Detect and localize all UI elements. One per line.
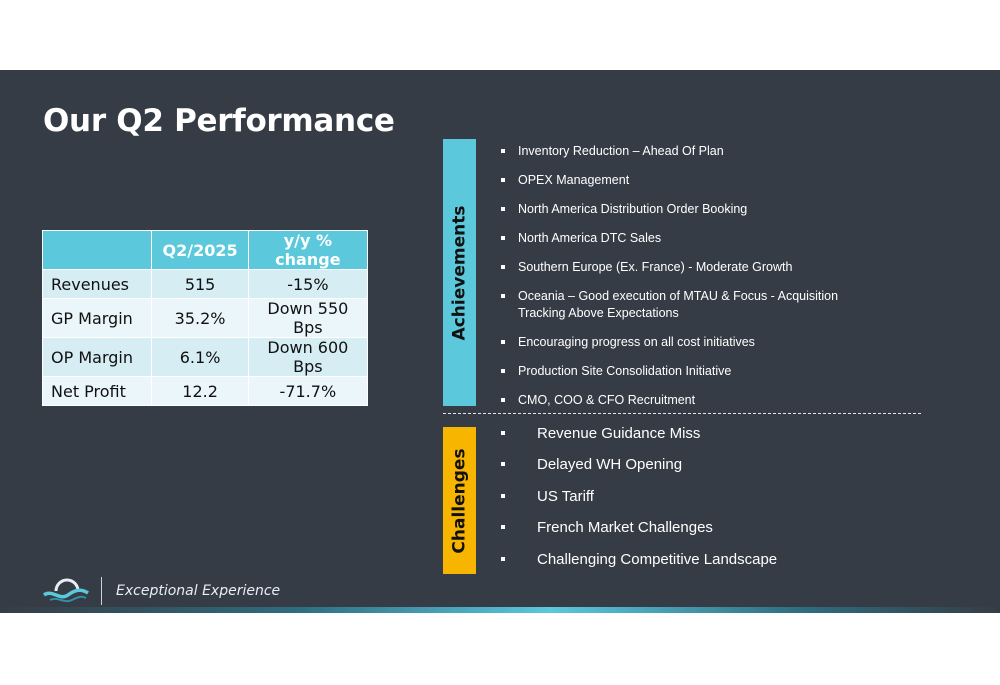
list-item-text: Encouraging progress on all cost initiat…	[518, 335, 755, 349]
list-item-text: Production Site Consolidation Initiative	[518, 364, 732, 378]
bullet-icon	[501, 207, 505, 211]
performance-table: Q2/2025 y/y % change Revenues 515 -15% G…	[41, 230, 369, 406]
table-cell: 12.2	[151, 376, 249, 406]
bullet-icon	[501, 398, 505, 402]
page-title: Our Q2 Performance	[43, 103, 395, 139]
challenges-label: Challenges	[449, 447, 470, 554]
section-divider	[443, 413, 921, 414]
list-item-text: CMO, COO & CFO Recruitment	[518, 393, 696, 407]
list-item-text: Delayed WH Opening	[537, 456, 683, 473]
list-item-text: North America DTC Sales	[518, 231, 662, 245]
list-item-text: US Tariff	[537, 488, 594, 505]
list-item-text: Oceania – Good execution of MTAU & Focus…	[518, 289, 839, 320]
list-item-text: French Market Challenges	[537, 519, 713, 536]
bullet-icon	[501, 178, 505, 182]
table-row: Net Profit 12.2 -71.7%	[41, 376, 369, 406]
table-cell: 35.2%	[151, 298, 249, 338]
list-item-text: Challenging Competitive Landscape	[537, 551, 778, 568]
list-item-text: North America Distribution Order Booking	[518, 202, 748, 216]
logo-separator	[101, 577, 102, 605]
achievements-label: Achievements	[449, 205, 470, 340]
table-cell: Down 600 Bps	[247, 337, 369, 377]
table-cell: Net Profit	[41, 376, 153, 406]
bullet-icon	[501, 494, 505, 498]
bullet-icon	[501, 294, 505, 298]
achievements-label-bar: Achievements	[443, 139, 476, 406]
table-row: OP Margin 6.1% Down 600 Bps	[41, 337, 369, 377]
bullet-icon	[501, 340, 505, 344]
table-cell: -15%	[247, 269, 369, 299]
list-item-text: Southern Europe (Ex. France) - Moderate …	[518, 260, 793, 274]
bullet-icon	[501, 149, 505, 153]
bullet-icon	[501, 431, 505, 435]
table-cell: Down 550 Bps	[247, 298, 369, 338]
bullet-icon	[501, 236, 505, 240]
bullet-icon	[501, 462, 505, 466]
bullet-icon	[501, 557, 505, 561]
table-cell: GP Margin	[41, 298, 153, 338]
table-cell: 6.1%	[151, 337, 249, 377]
bullet-icon	[501, 525, 505, 529]
table-cell: 515	[151, 269, 249, 299]
list-item-text: Revenue Guidance Miss	[537, 425, 701, 442]
table-header: y/y % change	[247, 230, 369, 270]
table-header-row: Q2/2025 y/y % change	[41, 230, 369, 270]
tagline: Exceptional Experience	[116, 583, 281, 599]
challenges-label-bar: Challenges	[443, 427, 476, 574]
table-row: Revenues 515 -15%	[41, 269, 369, 299]
table-header	[41, 230, 153, 270]
table-row: GP Margin 35.2% Down 550 Bps	[41, 298, 369, 338]
wave-logo-icon	[42, 578, 89, 603]
table-cell: Revenues	[41, 269, 153, 299]
table-cell: OP Margin	[41, 337, 153, 377]
list-item-text: Inventory Reduction – Ahead Of Plan	[518, 144, 724, 158]
table-cell: -71.7%	[247, 376, 369, 406]
table-header: Q2/2025	[151, 230, 249, 270]
bullet-icon	[501, 265, 505, 269]
bullet-icon	[501, 369, 505, 373]
footer-accent-line	[0, 607, 1000, 613]
list-item-text: OPEX Management	[518, 173, 630, 187]
slide: Our Q2 Performance Q2/2025 y/y % change …	[0, 70, 1000, 613]
